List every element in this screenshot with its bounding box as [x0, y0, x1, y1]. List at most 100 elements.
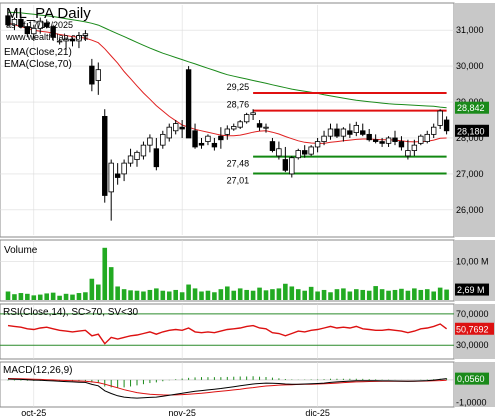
candle-body [437, 110, 443, 126]
volume-bar [354, 289, 359, 300]
candle-body [327, 128, 334, 137]
macd-tick-label: -1,0000 [456, 398, 487, 408]
candle [192, 123, 198, 149]
volume-bar [328, 292, 333, 300]
candle [301, 145, 308, 158]
volume-bars [5, 247, 449, 300]
volume-bar [199, 291, 204, 300]
candle [140, 141, 147, 160]
candle [327, 123, 334, 140]
volume-bar [70, 294, 75, 300]
rsi-last-tag [455, 322, 494, 335]
volume-bar [444, 289, 449, 300]
volume-bar [57, 295, 62, 300]
candle [114, 163, 121, 185]
candle-body [121, 162, 127, 175]
candle-body [237, 121, 243, 128]
candle-body [250, 112, 256, 116]
volume-bar [63, 293, 69, 300]
candle-body [179, 126, 185, 130]
candle [153, 137, 160, 171]
candle [385, 136, 392, 147]
resistance-level-label: 28,76 [227, 100, 250, 110]
candle-body [443, 119, 450, 132]
candle-body [243, 114, 250, 123]
candle [166, 123, 172, 142]
candle [282, 146, 289, 173]
candle [437, 109, 443, 129]
candle [95, 62, 101, 95]
candle-body [147, 137, 153, 146]
candle-body [166, 126, 172, 139]
candle [5, 12, 11, 27]
candle [127, 148, 134, 167]
volume-bar [5, 291, 11, 300]
candle [37, 17, 43, 34]
volume-bar [315, 291, 320, 300]
candle [372, 134, 379, 144]
ema70-last-tag [455, 101, 489, 114]
candle [340, 127, 347, 142]
volume-bar [141, 291, 146, 300]
last-close-tag-label: 28,180 [457, 126, 485, 136]
candle [198, 137, 205, 149]
volume-bar [437, 287, 443, 300]
candle-body [198, 142, 205, 146]
candle-body [31, 27, 37, 35]
candle-body [5, 15, 11, 26]
volume-bar [115, 286, 120, 300]
candle [398, 136, 405, 151]
candle [314, 137, 321, 153]
macd-plot [0, 376, 454, 399]
volume-bar [347, 291, 353, 300]
candle-body [353, 124, 359, 133]
candle [379, 137, 385, 147]
candle [250, 109, 256, 120]
volume-bar [102, 247, 108, 300]
price-tick-label: 28,000 [456, 133, 484, 143]
volume-bar [270, 289, 275, 300]
candle [366, 128, 372, 142]
candle-body [321, 135, 327, 142]
price-tick-label: 30,000 [456, 61, 484, 71]
volume-last-label: 2,69 M [457, 285, 485, 295]
candle [24, 22, 31, 38]
volume-bar [192, 288, 198, 300]
price-panel [0, 2, 455, 238]
candle [443, 116, 450, 135]
candle-body [430, 126, 437, 135]
candle [334, 123, 340, 138]
candle-body [160, 133, 166, 146]
macd-panel [0, 361, 455, 408]
volume-bar [160, 290, 166, 300]
volume-bar [173, 289, 178, 300]
candle-body [56, 40, 63, 43]
candle-body [192, 130, 198, 148]
candle [50, 24, 56, 41]
volume-bar [399, 288, 404, 300]
candle-body [295, 150, 301, 159]
price-axis [454, 3, 495, 237]
volume-bar [250, 290, 256, 300]
macd-signal-line [7, 378, 447, 396]
candle-body [185, 69, 192, 139]
asof-date: as of 17/12/2025 [6, 20, 73, 30]
candle [392, 130, 398, 146]
candle [160, 130, 166, 149]
volume-bar [108, 267, 114, 300]
volume-bar [50, 292, 56, 300]
volume-bar [76, 293, 82, 300]
volume-bar [412, 288, 417, 300]
candle-body [398, 141, 405, 148]
candle-body [69, 38, 76, 42]
volume-title: Volume [4, 245, 38, 256]
candle [430, 123, 437, 138]
price-tick-label: 26,000 [456, 205, 484, 215]
candle [63, 37, 69, 50]
volume-bar [263, 290, 269, 300]
candle-body [134, 151, 140, 160]
volume-bar [283, 283, 288, 300]
volume-bar [295, 289, 301, 300]
volume-bar [392, 289, 398, 300]
volume-bar [128, 290, 133, 300]
